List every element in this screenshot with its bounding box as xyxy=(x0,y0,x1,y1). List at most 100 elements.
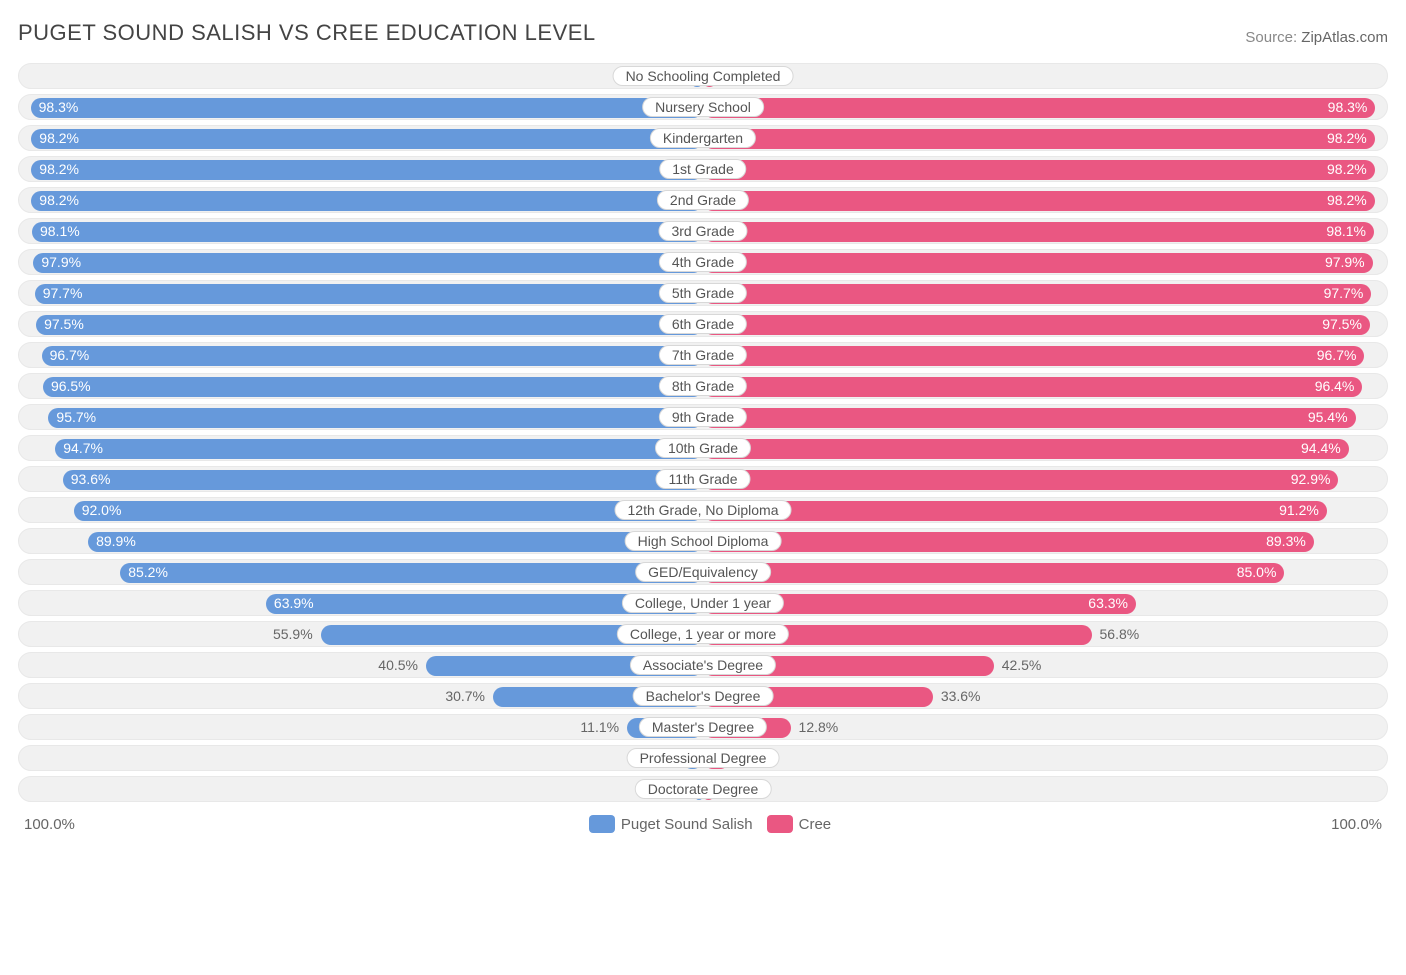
category-label: Professional Degree xyxy=(627,748,780,768)
bar-left xyxy=(55,439,703,459)
chart-container: PUGET SOUND SALISH VS CREE EDUCATION LEV… xyxy=(0,0,1406,843)
bar-left xyxy=(31,98,703,118)
bar-row: Professional Degree3.1%3.9% xyxy=(18,745,1388,771)
legend-swatch-left xyxy=(589,815,615,833)
bar-row: 9th Grade 95.7% 95.4% xyxy=(18,404,1388,430)
category-label: Bachelor's Degree xyxy=(633,686,774,706)
category-label: 5th Grade xyxy=(659,283,747,303)
bar-left xyxy=(74,501,703,521)
bar-left xyxy=(63,470,703,490)
value-label-right: 97.7% xyxy=(1324,285,1372,301)
category-label: 9th Grade xyxy=(659,407,747,427)
value-label-right: 98.1% xyxy=(1326,223,1374,239)
bar-row: Master's Degree11.1%12.8% xyxy=(18,714,1388,740)
category-label: Kindergarten xyxy=(650,128,756,148)
bar-row: 12th Grade, No Diploma92.0%91.2% xyxy=(18,497,1388,523)
bar-right xyxy=(703,253,1373,273)
bar-row: No Schooling Completed1.8%1.9% xyxy=(18,63,1388,89)
legend-label-left: Puget Sound Salish xyxy=(621,816,753,833)
bar-row: Associate's Degree40.5%42.5% xyxy=(18,652,1388,678)
source-prefix: Source: xyxy=(1245,29,1297,46)
value-label-right: 96.7% xyxy=(1317,347,1365,363)
category-label: 10th Grade xyxy=(655,438,751,458)
left-axis-max: 100.0% xyxy=(24,816,75,833)
category-label: College, Under 1 year xyxy=(622,593,784,613)
category-label: 1st Grade xyxy=(659,159,746,179)
category-label: Nursery School xyxy=(642,97,764,117)
value-label-left: 97.9% xyxy=(33,254,81,270)
value-label-left: 98.3% xyxy=(31,99,79,115)
category-label: Doctorate Degree xyxy=(635,779,772,799)
bar-left xyxy=(42,346,703,366)
bar-right xyxy=(703,160,1375,180)
bar-right xyxy=(703,408,1356,428)
value-label-left: 97.5% xyxy=(36,316,84,332)
bar-row: 3rd Grade98.1%98.1% xyxy=(18,218,1388,244)
bar-right xyxy=(703,129,1375,149)
chart-body: No Schooling Completed1.8%1.9% Nursery Sc… xyxy=(10,54,1396,811)
value-label-right: 98.3% xyxy=(1328,99,1376,115)
bar-right xyxy=(703,284,1371,304)
bar-row: College, 1 year or more55.9%56.8% xyxy=(18,621,1388,647)
bar-right xyxy=(703,377,1362,397)
bar-row: 4th Grade97.9%97.9% xyxy=(18,249,1388,275)
bar-left xyxy=(33,253,703,273)
value-label-left: 30.7% xyxy=(445,688,493,704)
source-attribution: Source: ZipAtlas.com xyxy=(1245,29,1388,46)
value-label-left: 96.7% xyxy=(42,347,90,363)
bar-left xyxy=(31,191,703,211)
value-label-right: 98.2% xyxy=(1327,161,1375,177)
legend-swatch-right xyxy=(767,815,793,833)
value-label-right: 95.4% xyxy=(1308,409,1356,425)
source-name: ZipAtlas.com xyxy=(1301,29,1388,46)
value-label-left: 85.2% xyxy=(120,564,168,580)
value-label-left: 55.9% xyxy=(273,626,321,642)
bar-right xyxy=(703,532,1314,552)
bar-row: 11th Grade 93.6% 92.9% xyxy=(18,466,1388,492)
value-label-left: 98.2% xyxy=(31,130,79,146)
bar-row: Nursery School 98.3% 98.3% xyxy=(18,94,1388,120)
bar-left xyxy=(35,284,703,304)
value-label-left: 93.6% xyxy=(63,471,111,487)
bar-row: GED/Equivalency85.2%85.0% xyxy=(18,559,1388,585)
value-label-left: 95.7% xyxy=(48,409,96,425)
chart-title: PUGET SOUND SALISH VS CREE EDUCATION LEV… xyxy=(18,20,596,46)
bar-right xyxy=(703,563,1284,583)
value-label-left: 11.1% xyxy=(580,719,627,735)
value-label-left: 94.7% xyxy=(55,440,103,456)
bar-row: High School Diploma89.9%89.3% xyxy=(18,528,1388,554)
value-label-right: 98.2% xyxy=(1327,192,1375,208)
value-label-left: 92.0% xyxy=(74,502,122,518)
value-label-left: 40.5% xyxy=(378,657,426,673)
value-label-right: 12.8% xyxy=(791,719,839,735)
value-label-left: 96.5% xyxy=(43,378,91,394)
bar-left xyxy=(43,377,703,397)
value-label-right: 33.6% xyxy=(933,688,981,704)
bar-row: 10th Grade94.7%94.4% xyxy=(18,435,1388,461)
value-label-right: 63.3% xyxy=(1088,595,1136,611)
chart-footer: 100.0% Puget Sound Salish Cree 100.0% xyxy=(10,811,1396,833)
value-label-right: 92.9% xyxy=(1291,471,1339,487)
category-label: 11th Grade xyxy=(655,469,750,489)
value-label-right: 97.9% xyxy=(1325,254,1373,270)
bar-right xyxy=(703,222,1374,242)
category-label: 2nd Grade xyxy=(657,190,749,210)
value-label-right: 91.2% xyxy=(1279,502,1327,518)
value-label-left: 98.1% xyxy=(32,223,80,239)
bar-row: College, Under 1 year63.9%63.3% xyxy=(18,590,1388,616)
value-label-right: 98.2% xyxy=(1327,130,1375,146)
legend-label-right: Cree xyxy=(799,816,832,833)
bar-row: Kindergarten 98.2% 98.2% xyxy=(18,125,1388,151)
bar-left xyxy=(48,408,703,428)
bar-row: 1st Grade98.2%98.2% xyxy=(18,156,1388,182)
category-label: High School Diploma xyxy=(625,531,782,551)
bar-right xyxy=(703,191,1375,211)
bar-left xyxy=(36,315,703,335)
bar-left xyxy=(88,532,703,552)
value-label-left: 97.7% xyxy=(35,285,83,301)
value-label-right: 85.0% xyxy=(1237,564,1285,580)
bar-left xyxy=(32,222,703,242)
value-label-right: 56.8% xyxy=(1092,626,1140,642)
bar-right xyxy=(703,501,1327,521)
bar-right xyxy=(703,98,1375,118)
